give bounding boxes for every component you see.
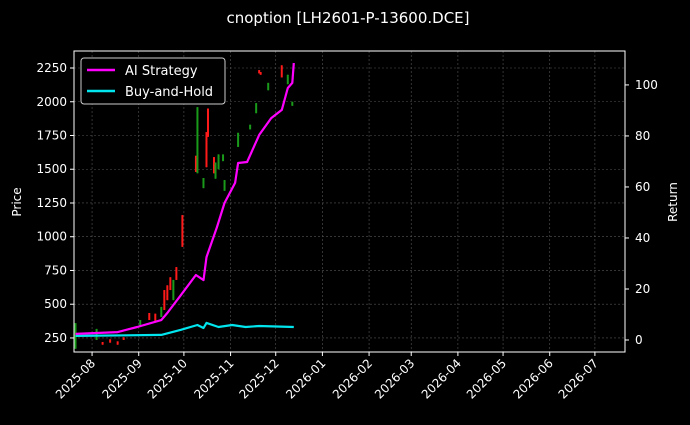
x-tick-label: 2025-09 xyxy=(100,356,145,401)
x-tick-label: 2025-10 xyxy=(145,356,190,401)
candle-body xyxy=(280,65,283,78)
candle-body xyxy=(222,154,225,162)
y-tick-label-right: 20 xyxy=(635,282,650,296)
candle-body xyxy=(286,74,289,85)
y-tick-label-right: 40 xyxy=(635,231,650,245)
y-tick-label-left: 2250 xyxy=(36,61,67,75)
legend-label-ai: AI Strategy xyxy=(125,64,198,79)
y-tick-label-right: 100 xyxy=(635,78,658,92)
x-tick-label: 2026-02 xyxy=(330,356,375,401)
series-line-buy-and-hold xyxy=(75,321,294,337)
candle-body xyxy=(172,279,175,301)
y-tick-label-left: 1500 xyxy=(36,162,67,176)
x-tick-label: 2026-07 xyxy=(556,356,601,401)
y-tick-label-left: 750 xyxy=(44,263,67,277)
x-tick-label: 2026-06 xyxy=(510,356,555,401)
candle-body xyxy=(267,82,270,91)
legend-label-bh: Buy-and-Hold xyxy=(125,85,213,100)
y-axis-right-label: Return xyxy=(666,182,680,222)
candle-body xyxy=(214,162,217,179)
legend: AI Strategy Buy-and-Hold xyxy=(80,57,226,105)
candle-body xyxy=(258,70,261,74)
candle-body xyxy=(122,337,125,340)
x-tick-label: 2026-04 xyxy=(419,356,464,401)
candle-body xyxy=(196,107,199,174)
candle-body xyxy=(160,306,163,318)
candle-body xyxy=(181,215,184,247)
y-tick-label-right: 80 xyxy=(635,129,650,143)
candle-body xyxy=(237,132,240,147)
candle-body xyxy=(169,277,172,291)
x-tick-label: 2026-03 xyxy=(372,356,417,401)
chart-title: cnoption [LH2601-P-13600.DCE] xyxy=(227,9,470,27)
candle-body xyxy=(206,108,209,137)
candle-body xyxy=(194,155,197,172)
x-tick-label: 2025-12 xyxy=(236,356,281,401)
candle-body xyxy=(213,157,216,174)
candle-body xyxy=(154,313,157,322)
candle-body xyxy=(139,320,142,328)
candle-body xyxy=(249,124,252,130)
y-tick-label-left: 2000 xyxy=(36,95,67,109)
y-axis-left-label: Price xyxy=(10,187,24,216)
x-tick-label: 2026-05 xyxy=(464,356,509,401)
series-line-ai-strategy xyxy=(75,62,295,335)
series-lines xyxy=(75,62,295,337)
y-tick-label-left: 1750 xyxy=(36,128,67,142)
axis-ticks: 2025-08 2025-09 2025-10 2025-11 2025-12 2026-… xyxy=(36,61,657,402)
candle-body xyxy=(116,341,119,345)
candle-body xyxy=(101,342,104,345)
plot-frame xyxy=(73,50,626,353)
candle-body xyxy=(205,132,208,168)
candle-body xyxy=(223,180,226,191)
candle-body xyxy=(163,290,166,311)
y-tick-label-left: 250 xyxy=(44,331,67,345)
y-tick-label-left: 1250 xyxy=(36,196,67,210)
legend-box xyxy=(80,57,226,105)
candle-body xyxy=(109,339,112,343)
candle-body xyxy=(95,328,98,340)
y-tick-label-left: 500 xyxy=(44,297,67,311)
candle-body xyxy=(217,154,220,170)
candle-body xyxy=(255,103,258,114)
candle-body xyxy=(148,312,151,321)
x-tick-label: 2025-11 xyxy=(191,356,236,401)
x-tick-label: 2026-01 xyxy=(283,356,328,401)
candle-body xyxy=(202,178,205,189)
candle-body xyxy=(166,285,169,301)
candle-body xyxy=(291,101,294,106)
candle-body xyxy=(259,72,262,75)
x-tick-label: 2025-08 xyxy=(53,356,98,401)
y-tick-label-right: 0 xyxy=(635,333,643,347)
y-tick-label-left: 1000 xyxy=(36,230,67,244)
y-tick-label-right: 60 xyxy=(635,180,650,194)
candle-body xyxy=(175,267,178,280)
